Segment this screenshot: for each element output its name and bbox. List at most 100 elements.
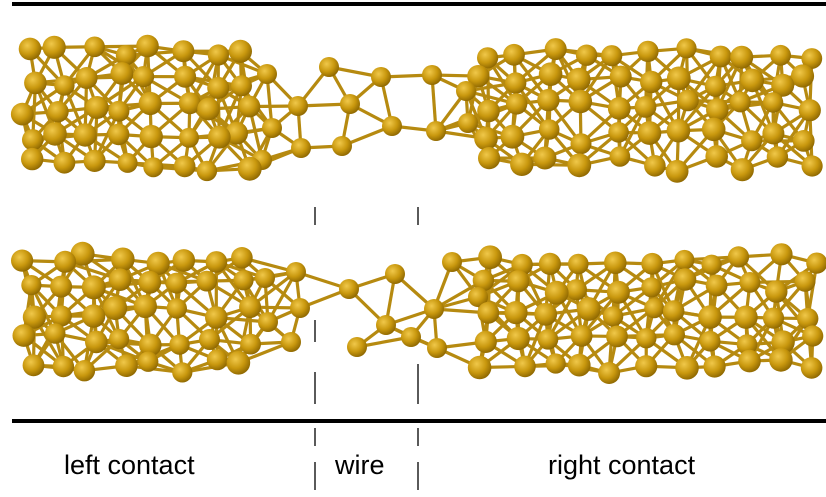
atom	[762, 122, 785, 145]
atom	[199, 329, 220, 350]
atom	[474, 330, 497, 353]
atom	[739, 272, 761, 293]
atom	[769, 348, 793, 372]
atom	[771, 330, 795, 354]
atom	[197, 97, 220, 121]
atom	[107, 123, 130, 146]
atom	[701, 254, 722, 275]
atom	[108, 268, 132, 292]
atom	[636, 328, 657, 349]
atom	[704, 75, 727, 97]
atom	[85, 96, 109, 119]
atom	[640, 70, 663, 94]
atom	[570, 133, 592, 155]
atom	[173, 155, 196, 178]
atom	[538, 62, 563, 86]
atom	[666, 118, 691, 143]
atom	[258, 312, 278, 332]
atom	[401, 327, 421, 347]
atom	[228, 39, 252, 63]
atom	[73, 123, 97, 147]
atom	[178, 92, 201, 115]
atom	[762, 92, 784, 113]
atom	[385, 264, 405, 284]
atom	[205, 306, 228, 329]
atom	[567, 353, 591, 377]
atom	[477, 301, 500, 324]
atom	[514, 355, 536, 378]
atom	[565, 279, 588, 301]
atom	[138, 351, 159, 372]
atom	[538, 252, 562, 275]
atom	[709, 45, 732, 68]
atom	[43, 122, 67, 146]
atom	[52, 355, 75, 378]
atom	[801, 48, 823, 69]
atom	[70, 241, 95, 266]
atom	[376, 315, 396, 335]
atom	[477, 47, 499, 69]
right-contact-label: right contact	[548, 450, 696, 480]
atom	[83, 149, 106, 172]
atom	[703, 355, 726, 378]
atom	[504, 301, 528, 325]
atom	[507, 270, 530, 293]
atom	[50, 275, 73, 298]
atom	[146, 251, 170, 275]
atom	[802, 325, 824, 347]
atom	[179, 127, 199, 148]
atom	[701, 117, 726, 142]
atom	[730, 158, 754, 182]
atom	[108, 100, 130, 122]
atom	[21, 275, 42, 296]
atom	[255, 268, 275, 288]
atom	[537, 329, 559, 350]
atom	[231, 75, 252, 97]
atom	[644, 298, 665, 319]
atom	[568, 253, 589, 275]
atom	[103, 296, 128, 321]
atom	[503, 43, 525, 66]
atom	[790, 64, 815, 88]
atom	[226, 351, 251, 375]
atom	[133, 294, 157, 319]
atom	[478, 147, 501, 170]
atom	[117, 152, 138, 173]
atom	[18, 37, 42, 61]
atom	[705, 274, 728, 297]
atom	[138, 91, 162, 116]
atom	[207, 76, 230, 99]
atom	[477, 99, 500, 123]
atom	[143, 157, 164, 178]
atom	[741, 130, 763, 152]
atom	[468, 287, 488, 307]
atom	[762, 307, 785, 329]
atom	[206, 349, 228, 371]
atom	[115, 45, 137, 66]
atom	[544, 280, 569, 305]
atom	[22, 305, 46, 329]
atom	[424, 299, 444, 319]
atom	[172, 362, 193, 383]
atom	[54, 75, 75, 96]
atom	[705, 145, 728, 168]
atom	[770, 44, 791, 66]
atom	[237, 156, 262, 181]
atom	[576, 297, 601, 321]
atom	[675, 356, 699, 380]
atom	[111, 247, 135, 272]
atom	[136, 34, 159, 58]
atom	[602, 306, 624, 327]
atom	[73, 360, 96, 382]
atom	[427, 338, 447, 358]
atom	[798, 99, 821, 122]
atom	[53, 151, 76, 174]
atom	[339, 279, 359, 299]
atom	[771, 73, 795, 97]
atom	[644, 155, 666, 177]
atom	[231, 246, 253, 269]
atom	[109, 328, 130, 350]
bottom-wire-atoms	[11, 241, 826, 384]
atom	[133, 66, 155, 88]
